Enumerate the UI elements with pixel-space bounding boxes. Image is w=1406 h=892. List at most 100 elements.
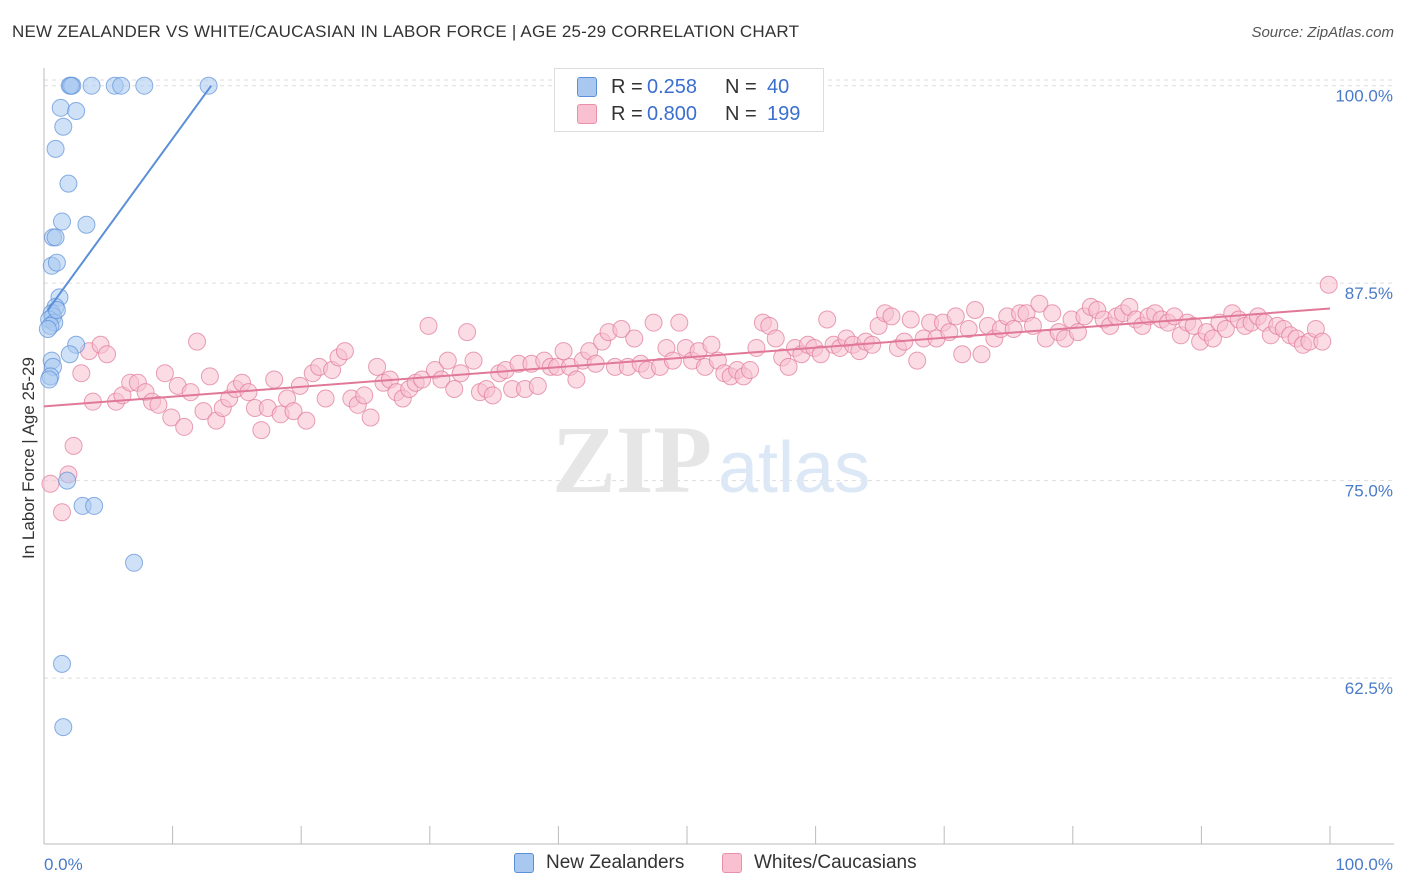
data-point bbox=[72, 364, 91, 383]
data-point bbox=[77, 215, 96, 234]
data-point bbox=[162, 408, 181, 427]
data-point bbox=[47, 253, 66, 272]
data-point bbox=[149, 395, 168, 414]
data-point bbox=[413, 370, 432, 389]
data-point bbox=[62, 76, 81, 95]
series-new-zealanders bbox=[38, 76, 218, 737]
bottom-legend-whites-caucasians: Whites/Caucasians bbox=[722, 852, 917, 874]
data-point bbox=[58, 471, 77, 490]
y-tick-label: 75.0% bbox=[1345, 482, 1393, 501]
watermark-zip: ZIP bbox=[552, 406, 712, 513]
data-point bbox=[368, 357, 387, 376]
data-point bbox=[882, 307, 901, 326]
bottom-legend-label: New Zealanders bbox=[546, 852, 685, 873]
legend-r-label: R = bbox=[611, 102, 643, 125]
data-point bbox=[747, 338, 766, 357]
legend-swatch-pink bbox=[577, 104, 597, 124]
data-point bbox=[972, 345, 991, 364]
bottom-legend: New Zealanders Whites/Caucasians bbox=[0, 852, 1406, 878]
data-point bbox=[818, 310, 837, 329]
data-point bbox=[85, 496, 104, 515]
data-point bbox=[200, 367, 219, 386]
data-point bbox=[53, 212, 72, 231]
data-point bbox=[779, 357, 798, 376]
data-point bbox=[297, 411, 316, 430]
data-point bbox=[54, 718, 73, 737]
data-point bbox=[741, 361, 760, 380]
data-point bbox=[966, 301, 985, 320]
data-point bbox=[612, 319, 631, 338]
data-point bbox=[863, 335, 882, 354]
bottom-legend-new-zealanders: New Zealanders bbox=[514, 852, 684, 874]
y-axis-label: In Labor Force | Age 25-29 bbox=[19, 357, 38, 559]
legend-n-value: 40 bbox=[767, 75, 790, 98]
bottom-legend-swatch-pink bbox=[722, 853, 742, 873]
data-point bbox=[458, 323, 477, 342]
data-point bbox=[528, 376, 547, 395]
data-point bbox=[554, 342, 573, 361]
data-point bbox=[1313, 332, 1332, 351]
legend-row-whites-caucasians: R = 0.800 N = 199 bbox=[577, 101, 800, 127]
data-point bbox=[1203, 329, 1222, 348]
legend-r-value: 0.800 bbox=[647, 102, 698, 125]
y-tick-label: 100.0% bbox=[1335, 87, 1393, 106]
data-point bbox=[54, 117, 73, 136]
data-point bbox=[644, 313, 663, 332]
data-point bbox=[438, 351, 457, 370]
data-point bbox=[355, 386, 374, 405]
data-point bbox=[483, 386, 502, 405]
legend-r-label: R = bbox=[611, 75, 643, 98]
legend-n-label: N = bbox=[725, 75, 757, 98]
data-point bbox=[335, 342, 354, 361]
data-point bbox=[766, 329, 785, 348]
y-tick-labels: 62.5% 75.0% 87.5% 100.0% bbox=[1335, 87, 1393, 698]
data-point bbox=[1030, 294, 1049, 313]
data-point bbox=[40, 370, 59, 389]
data-point bbox=[188, 332, 207, 351]
data-point bbox=[53, 503, 72, 522]
data-point bbox=[265, 370, 284, 389]
data-point bbox=[567, 370, 586, 389]
data-point bbox=[194, 402, 213, 421]
data-point bbox=[60, 345, 79, 364]
data-point bbox=[199, 76, 218, 95]
data-point bbox=[1004, 319, 1023, 338]
axes bbox=[43, 68, 1394, 845]
bottom-legend-label: Whites/Caucasians bbox=[754, 852, 917, 873]
data-point bbox=[908, 351, 927, 370]
data-point bbox=[46, 228, 65, 247]
x-tick-labels: 0.0% 100.0% bbox=[44, 855, 1393, 874]
data-point bbox=[252, 421, 271, 440]
data-point bbox=[1319, 275, 1338, 294]
data-point bbox=[702, 335, 721, 354]
data-point bbox=[135, 76, 154, 95]
legend: R = 0.258 N = 40 R = 0.800 N = 199 bbox=[554, 68, 824, 132]
data-point bbox=[361, 408, 380, 427]
trend-line bbox=[43, 307, 1331, 408]
data-point bbox=[464, 351, 483, 370]
data-point bbox=[51, 98, 70, 117]
data-point bbox=[67, 101, 86, 120]
data-point bbox=[46, 139, 65, 158]
watermark-atlas: atlas bbox=[718, 428, 870, 508]
y-tick-label: 62.5% bbox=[1345, 679, 1393, 698]
data-point bbox=[1216, 319, 1235, 338]
data-point bbox=[59, 174, 78, 193]
data-point bbox=[53, 654, 72, 673]
data-point bbox=[901, 310, 920, 329]
data-point bbox=[98, 345, 117, 364]
y-tick-label: 87.5% bbox=[1345, 284, 1393, 303]
trend-lines bbox=[43, 85, 1331, 408]
data-point bbox=[41, 474, 60, 493]
data-point bbox=[811, 345, 830, 364]
data-point bbox=[155, 364, 174, 383]
x-tick-label: 100.0% bbox=[1335, 855, 1393, 874]
data-point bbox=[316, 389, 335, 408]
data-point bbox=[125, 553, 144, 572]
series-whites-caucasians bbox=[41, 275, 1338, 522]
legend-row-new-zealanders: R = 0.258 N = 40 bbox=[577, 74, 789, 100]
data-point bbox=[946, 307, 965, 326]
chart-source: Source: ZipAtlas.com bbox=[1251, 24, 1394, 41]
data-point bbox=[953, 345, 972, 364]
